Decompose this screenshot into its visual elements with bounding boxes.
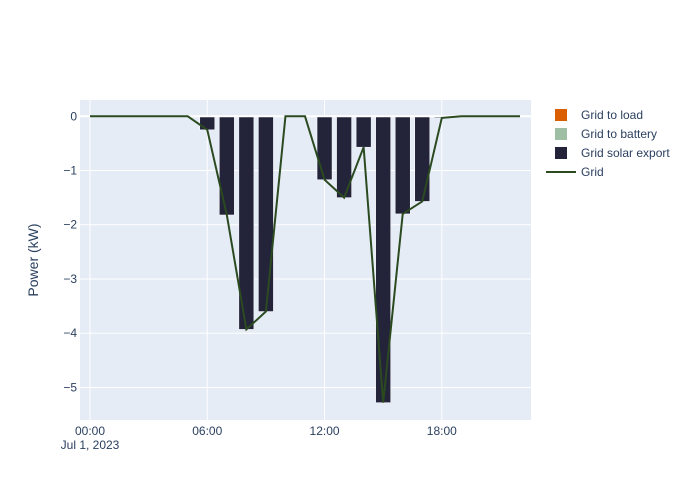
legend-label: Grid to battery	[581, 127, 657, 141]
legend-swatch	[555, 128, 567, 140]
line-series	[90, 115, 520, 403]
legend-label: Grid	[581, 165, 604, 179]
legend-label: Grid to load	[581, 108, 643, 122]
bar	[394, 116, 411, 215]
legend-swatch	[555, 109, 567, 121]
x-axis-ticks: 00:00 06:00 12:00 18:00	[75, 424, 457, 438]
y-tick-label: −4	[63, 326, 77, 340]
series-line-grid	[90, 115, 520, 403]
legend-swatch	[555, 147, 567, 159]
bar	[219, 116, 235, 216]
x-tick-label: 18:00	[427, 424, 457, 438]
y-axis-ticks: 0 −1 −2 −3 −4 −5	[63, 109, 77, 394]
x-tick-label: 06:00	[192, 424, 222, 438]
y-axis-title: Power (kW)	[25, 223, 41, 296]
bar	[355, 116, 372, 148]
legend-item[interactable]: Grid to battery	[555, 127, 657, 141]
legend-item[interactable]: Grid solar export	[555, 146, 670, 160]
legend-item[interactable]: Grid	[546, 165, 604, 179]
bars	[199, 116, 450, 403]
x-date-label: Jul 1, 2023	[61, 438, 120, 452]
x-tick-label: 12:00	[310, 424, 340, 438]
grid-lines	[80, 100, 531, 420]
legend-item[interactable]: Grid to load	[555, 108, 643, 122]
y-tick-label: −3	[63, 272, 77, 286]
bar	[258, 116, 274, 312]
bar	[414, 116, 431, 202]
bar	[199, 116, 216, 131]
y-tick-label: −1	[63, 164, 77, 178]
x-tick-label: 00:00	[75, 424, 105, 438]
plot-background	[80, 100, 531, 420]
y-tick-label: 0	[70, 109, 77, 123]
legend-label: Grid solar export	[581, 146, 670, 160]
legend[interactable]: Grid to load Grid to battery Grid solar ex…	[546, 108, 670, 179]
y-tick-label: −5	[63, 380, 77, 394]
y-tick-label: −2	[63, 218, 77, 232]
bar	[316, 116, 333, 180]
